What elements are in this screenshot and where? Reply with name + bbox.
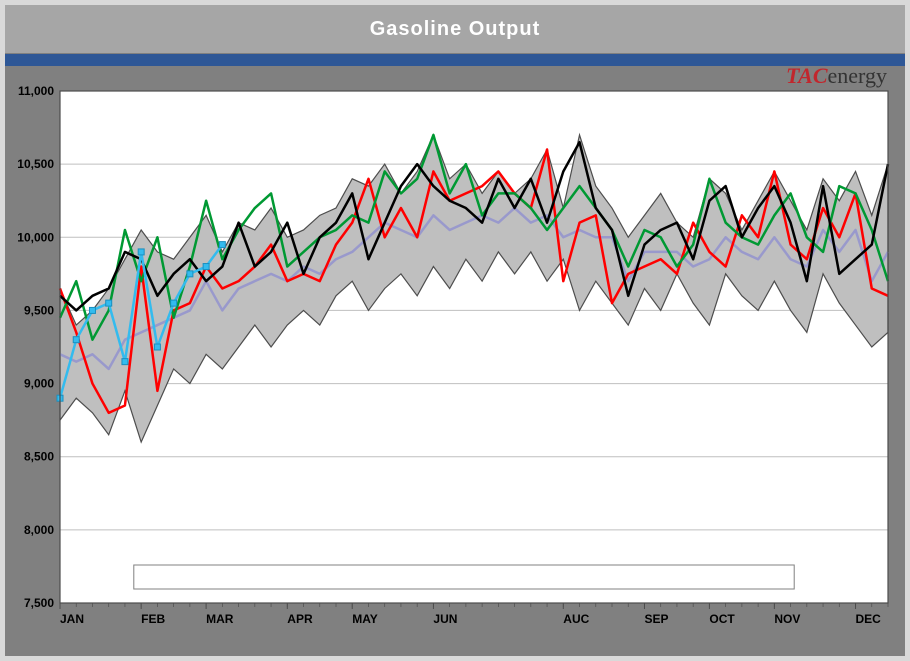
svg-text:APR: APR (287, 612, 313, 626)
plot-area: 7,500 8,000 8,500 9,000 9,500 10,000 10,500 11,… (12, 85, 898, 649)
svg-text:8,500: 8,500 (24, 450, 54, 464)
chart-svg: 7,500 8,000 8,500 9,000 9,500 10,000 10,500 11,… (12, 85, 898, 651)
svg-text:SEP: SEP (644, 612, 668, 626)
svg-text:OCT: OCT (709, 612, 735, 626)
svg-text:JAN: JAN (60, 612, 84, 626)
chart-title: Gasoline Output (370, 18, 541, 41)
svg-text:NOV: NOV (774, 612, 800, 626)
svg-text:8,000: 8,000 (24, 523, 54, 537)
svg-text:MAR: MAR (206, 612, 234, 626)
svg-text:10,000: 10,000 (17, 230, 54, 244)
svg-text:JUN: JUN (433, 612, 457, 626)
chart-frame: Gasoline Output TACenergy 7,500 8,000 8,50… (0, 0, 910, 661)
svg-text:MAY: MAY (352, 612, 378, 626)
svg-text:FEB: FEB (141, 612, 165, 626)
svg-text:7,500: 7,500 (24, 596, 54, 610)
svg-text:10,500: 10,500 (17, 157, 54, 171)
svg-text:9,000: 9,000 (24, 377, 54, 391)
title-bar: Gasoline Output (5, 5, 905, 54)
logo: TACenergy (786, 63, 887, 89)
logo-rest: energy (828, 63, 887, 88)
logo-tag: TAC (786, 63, 828, 88)
svg-text:AUC: AUC (563, 612, 589, 626)
svg-text:9,500: 9,500 (24, 303, 54, 317)
svg-text:11,000: 11,000 (18, 85, 54, 98)
svg-text:DEC: DEC (856, 612, 882, 626)
accent-bar (5, 54, 905, 66)
